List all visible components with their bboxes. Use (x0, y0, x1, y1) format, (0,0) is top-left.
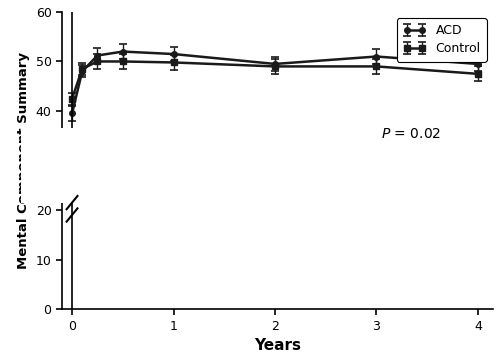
X-axis label: Years: Years (254, 338, 301, 353)
Legend: ACD, Control: ACD, Control (396, 18, 487, 62)
Text: $P$ = 0.02: $P$ = 0.02 (382, 127, 442, 141)
Bar (22, 128, 72, 203)
Y-axis label: Mental Component Summary: Mental Component Summary (17, 52, 30, 269)
